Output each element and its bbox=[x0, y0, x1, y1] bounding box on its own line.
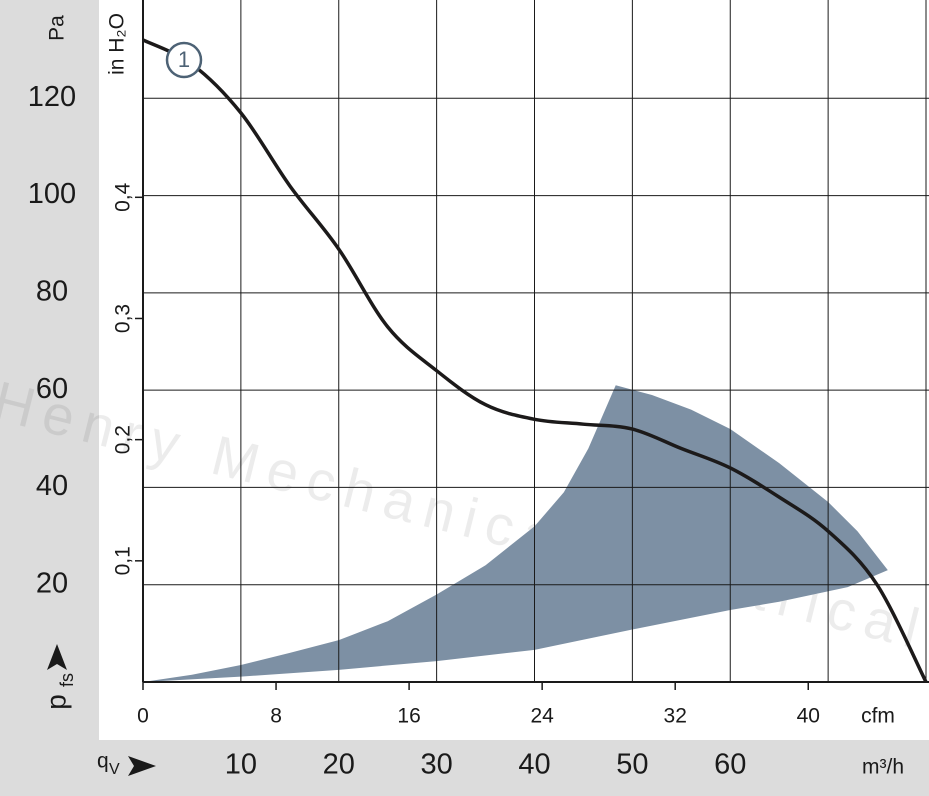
x2-tick-label: 8 bbox=[270, 705, 282, 728]
x-tick-label: 10 bbox=[225, 749, 257, 781]
x2-tick-label: 32 bbox=[664, 705, 687, 728]
curve-label: 1 bbox=[178, 47, 190, 72]
y-tick-label: 80 bbox=[36, 276, 68, 308]
operating-region bbox=[143, 385, 888, 682]
y-symbol-subscript: fs bbox=[57, 673, 77, 687]
y-axis-label: Pa bbox=[46, 15, 69, 41]
y2-tick-label: 0,2 bbox=[112, 425, 135, 454]
x-symbol-subscript: V bbox=[109, 761, 120, 778]
x2-tick-label: 16 bbox=[397, 705, 420, 728]
x-arrow bbox=[128, 756, 156, 776]
curve-marker bbox=[165, 41, 203, 79]
y2-tick-label: 0,4 bbox=[112, 182, 135, 212]
x-tick-label: 60 bbox=[714, 749, 746, 781]
x2-axis-label: cfm bbox=[861, 705, 895, 728]
y-tick-label: 100 bbox=[28, 178, 76, 210]
y2-axis-label: in H₂O bbox=[106, 13, 129, 75]
y-arrow bbox=[47, 644, 67, 670]
y-tick-label: 40 bbox=[36, 470, 68, 502]
x2-tick-label: 0 bbox=[137, 705, 149, 728]
y-symbol: p bbox=[40, 694, 71, 710]
x2-tick-label: 40 bbox=[797, 705, 820, 728]
x-tick-label: 20 bbox=[323, 749, 355, 781]
y-tick-label: 60 bbox=[36, 373, 68, 405]
y-tick-label: 20 bbox=[36, 567, 68, 599]
x-tick-label: 40 bbox=[518, 749, 550, 781]
x-tick-label: 50 bbox=[616, 749, 648, 781]
x-symbol: q bbox=[97, 750, 109, 773]
x-axis-label: m³/h bbox=[862, 756, 904, 779]
y2-tick-label: 0,3 bbox=[112, 304, 135, 333]
y2-tick-label: 0,1 bbox=[112, 546, 135, 575]
x-tick-label: 30 bbox=[420, 749, 452, 781]
fan-curve bbox=[142, 38, 928, 683]
x2-tick-label: 24 bbox=[530, 705, 554, 728]
y-tick-label: 120 bbox=[28, 81, 76, 113]
